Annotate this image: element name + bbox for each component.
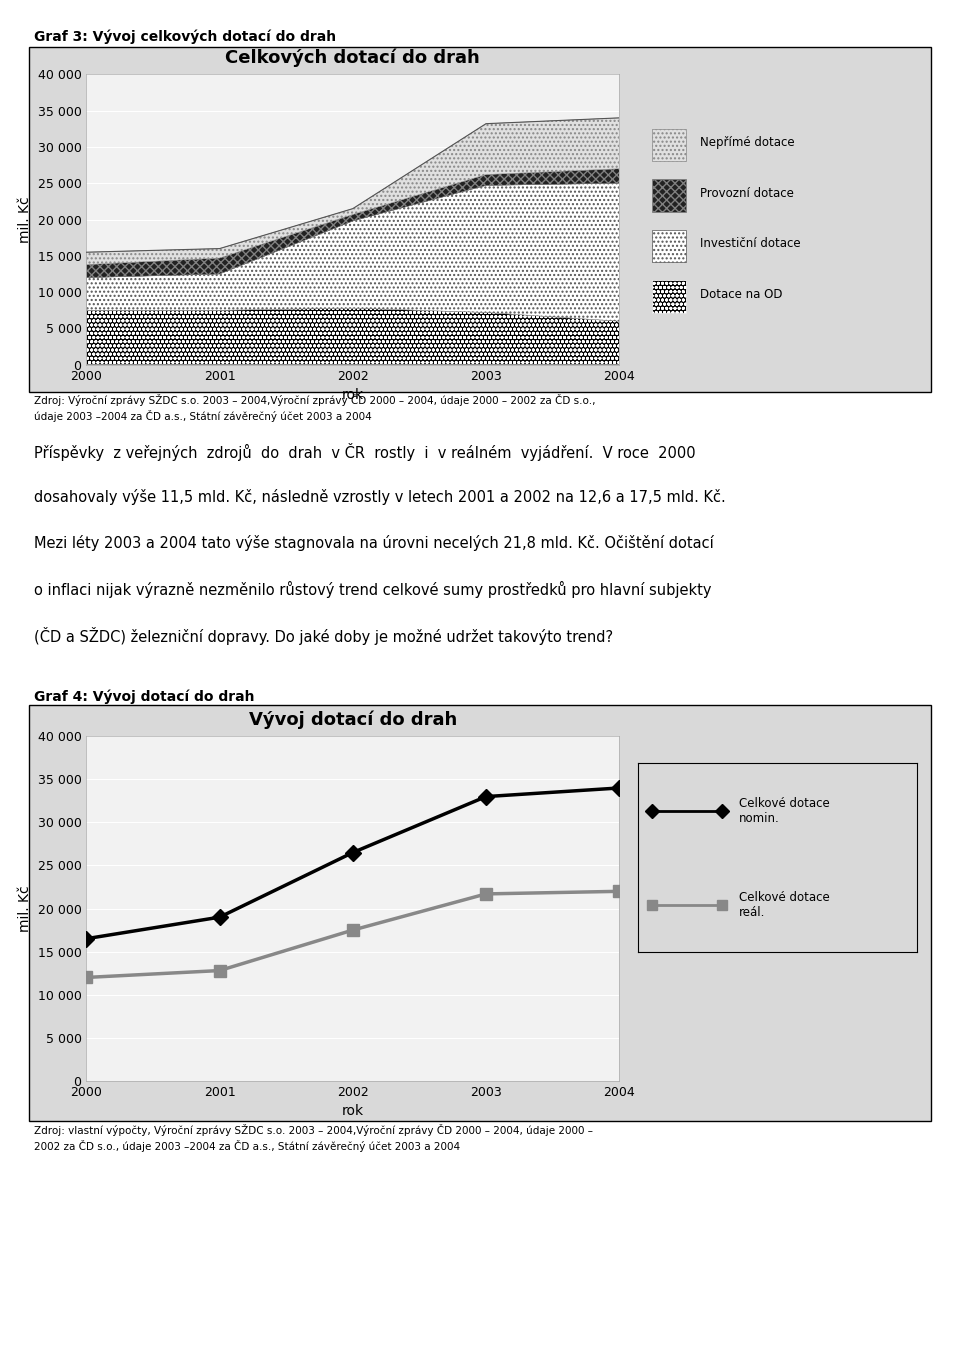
- Text: Zdroj: Výroční zprávy SŽDC s.o. 2003 – 2004,Výroční zprávy ČD 2000 – 2004, údaje: Zdroj: Výroční zprávy SŽDC s.o. 2003 – 2…: [34, 394, 595, 423]
- Text: Provozní dotace: Provozní dotace: [700, 186, 794, 200]
- Text: dosahovaly výše 11,5 mld. Kč, následně vzrostly v letech 2001 a 2002 na 12,6 a 1: dosahovaly výše 11,5 mld. Kč, následně v…: [34, 489, 726, 505]
- FancyBboxPatch shape: [653, 128, 685, 161]
- Text: Investiční dotace: Investiční dotace: [700, 238, 801, 250]
- Text: Celkové dotace
nomin.: Celkové dotace nomin.: [738, 797, 829, 824]
- Title: Celkových dotací do drah: Celkových dotací do drah: [226, 49, 480, 68]
- Text: Zdroj: vlastní výpočty, Výroční zprávy SŽDC s.o. 2003 – 2004,Výroční zprávy ČD 2: Zdroj: vlastní výpočty, Výroční zprávy S…: [34, 1124, 592, 1152]
- Text: Graf 3: Vývoj celkových dotací do drah: Graf 3: Vývoj celkových dotací do drah: [34, 30, 336, 45]
- Title: Vývoj dotací do drah: Vývoj dotací do drah: [249, 711, 457, 730]
- FancyBboxPatch shape: [653, 230, 685, 262]
- FancyBboxPatch shape: [653, 180, 685, 212]
- Text: Nepřímé dotace: Nepřímé dotace: [700, 136, 794, 149]
- X-axis label: rok: rok: [342, 388, 364, 403]
- Text: Dotace na OD: Dotace na OD: [700, 288, 782, 301]
- Text: Mezi léty 2003 a 2004 tato výše stagnovala na úrovni necelých 21,8 mld. Kč. Očiš: Mezi léty 2003 a 2004 tato výše stagnova…: [34, 535, 713, 551]
- Text: Graf 4: Vývoj dotací do drah: Graf 4: Vývoj dotací do drah: [34, 689, 254, 704]
- Text: Celkové dotace
reál.: Celkové dotace reál.: [738, 892, 829, 919]
- Text: (ČD a SŽDC) železniční dopravy. Do jaké doby je možné udržet takovýto trend?: (ČD a SŽDC) železniční dopravy. Do jaké …: [34, 627, 612, 644]
- X-axis label: rok: rok: [342, 1104, 364, 1119]
- Y-axis label: mil. Kč: mil. Kč: [18, 885, 32, 932]
- Text: Příspěvky  z veřejných  zdrojů  do  drah  v ČR  rostly  i  v reálném  vyjádření.: Příspěvky z veřejných zdrojů do drah v Č…: [34, 443, 695, 461]
- FancyBboxPatch shape: [653, 281, 685, 312]
- Text: o inflaci nijak výrazně nezměnilo růstový trend celkové sumy prostředků pro hlav: o inflaci nijak výrazně nezměnilo růstov…: [34, 581, 711, 598]
- Y-axis label: mil. Kč: mil. Kč: [18, 196, 32, 243]
